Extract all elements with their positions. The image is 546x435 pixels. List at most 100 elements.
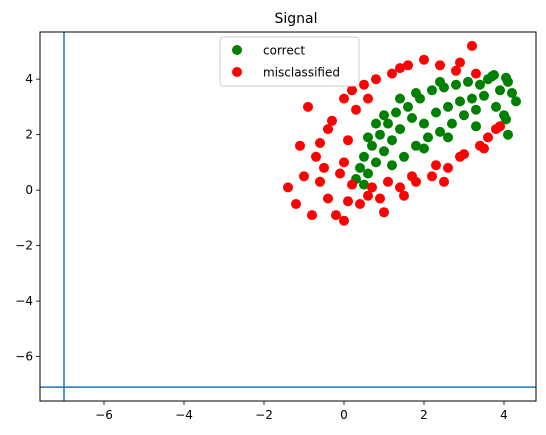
point-misclassified xyxy=(343,135,353,146)
point-misclassified xyxy=(451,65,461,76)
point-misclassified xyxy=(363,190,373,201)
point-correct xyxy=(491,101,501,112)
point-correct xyxy=(367,140,377,151)
point-correct xyxy=(495,85,505,96)
point-misclassified xyxy=(439,176,449,187)
point-misclassified xyxy=(351,104,361,115)
point-misclassified xyxy=(435,60,445,71)
y-tick-label: 4 xyxy=(25,72,33,86)
point-correct xyxy=(383,118,393,129)
point-correct xyxy=(395,124,405,135)
point-misclassified xyxy=(299,171,309,182)
point-misclassified xyxy=(355,199,365,209)
point-correct xyxy=(395,93,405,104)
point-misclassified xyxy=(339,93,349,104)
x-axis: −6 −4 −2 0 2 4 xyxy=(95,401,508,422)
point-correct xyxy=(443,132,453,143)
legend-label-misclassified: misclassified xyxy=(263,66,340,80)
point-misclassified xyxy=(315,176,325,187)
point-misclassified xyxy=(347,85,357,96)
point-misclassified xyxy=(379,207,389,218)
y-tick-label: −4 xyxy=(15,294,33,308)
point-correct xyxy=(501,72,511,83)
point-correct xyxy=(419,118,429,129)
point-correct xyxy=(363,132,373,143)
legend-marker-correct xyxy=(232,45,242,55)
point-correct xyxy=(463,76,473,87)
point-correct xyxy=(403,101,413,112)
y-axis: −6 −4 −2 0 2 4 xyxy=(15,72,40,364)
point-correct xyxy=(387,160,397,171)
point-misclassified xyxy=(339,215,349,226)
legend-box xyxy=(219,36,360,87)
point-correct xyxy=(359,151,369,162)
point-misclassified xyxy=(375,193,385,204)
point-misclassified xyxy=(479,143,489,154)
point-correct xyxy=(503,129,513,140)
point-correct xyxy=(489,70,499,80)
point-misclassified xyxy=(483,132,493,143)
plot-background xyxy=(40,32,536,401)
point-misclassified xyxy=(319,162,329,173)
point-correct xyxy=(371,118,381,129)
x-tick-label: 4 xyxy=(500,408,508,422)
point-misclassified xyxy=(431,160,441,171)
point-misclassified xyxy=(403,60,413,71)
point-misclassified xyxy=(315,138,325,148)
point-misclassified xyxy=(343,196,353,207)
point-misclassified xyxy=(347,179,357,190)
legend-label-correct: correct xyxy=(263,44,305,58)
plot-area xyxy=(39,31,537,402)
point-correct xyxy=(447,118,457,129)
point-correct xyxy=(391,107,401,118)
point-correct xyxy=(423,132,433,143)
x-tick-label: −6 xyxy=(95,408,113,422)
point-misclassified xyxy=(455,57,465,68)
point-correct xyxy=(379,146,389,157)
point-correct xyxy=(419,143,429,154)
point-correct xyxy=(387,135,397,146)
point-correct xyxy=(459,110,469,121)
point-misclassified xyxy=(371,74,381,85)
points-layer xyxy=(283,40,521,226)
point-misclassified xyxy=(467,40,477,51)
x-tick-label: 2 xyxy=(420,408,428,422)
plot-frame xyxy=(39,31,537,402)
point-correct xyxy=(407,113,417,123)
point-correct xyxy=(411,88,421,98)
point-correct xyxy=(411,140,421,151)
point-misclassified xyxy=(455,151,465,162)
point-correct xyxy=(451,79,461,90)
point-correct xyxy=(507,88,517,98)
point-correct xyxy=(355,162,365,173)
point-misclassified xyxy=(395,63,405,74)
y-tick-label: −2 xyxy=(15,239,33,253)
point-misclassified xyxy=(359,79,369,90)
point-misclassified xyxy=(339,157,349,168)
point-misclassified xyxy=(283,182,293,193)
point-misclassified xyxy=(387,68,397,79)
point-misclassified xyxy=(303,101,313,112)
point-correct xyxy=(375,129,385,140)
x-tick-label: 0 xyxy=(340,408,348,422)
point-misclassified xyxy=(363,93,373,104)
point-misclassified xyxy=(495,121,505,132)
point-correct xyxy=(455,96,465,107)
point-correct xyxy=(471,104,481,115)
point-correct xyxy=(479,90,489,101)
x-tick-label: −2 xyxy=(255,408,273,422)
point-correct xyxy=(363,168,373,179)
point-misclassified xyxy=(471,68,481,79)
point-correct xyxy=(399,151,409,162)
point-misclassified xyxy=(427,171,437,182)
point-correct xyxy=(435,126,445,137)
chart-title: Signal xyxy=(274,11,317,27)
y-tick-label: 0 xyxy=(25,183,33,197)
point-correct xyxy=(427,85,437,96)
x-tick-label: −4 xyxy=(175,408,193,422)
point-correct xyxy=(359,179,369,190)
point-misclassified xyxy=(399,190,409,201)
point-misclassified xyxy=(419,54,429,65)
point-misclassified xyxy=(295,140,305,151)
point-misclassified xyxy=(383,176,393,187)
